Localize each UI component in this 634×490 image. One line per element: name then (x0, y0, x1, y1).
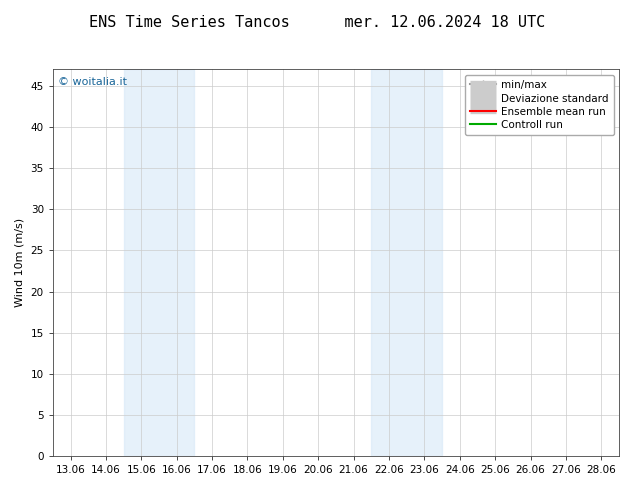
Bar (372, 70, 442, 456)
Legend: min/max, Deviazione standard, Ensemble mean run, Controll run: min/max, Deviazione standard, Ensemble m… (465, 74, 614, 135)
Text: ENS Time Series Tancos      mer. 12.06.2024 18 UTC: ENS Time Series Tancos mer. 12.06.2024 1… (89, 15, 545, 30)
Bar (124, 70, 195, 456)
Y-axis label: Wind 10m (m/s): Wind 10m (m/s) (15, 218, 25, 307)
Text: © woitalia.it: © woitalia.it (58, 77, 127, 87)
